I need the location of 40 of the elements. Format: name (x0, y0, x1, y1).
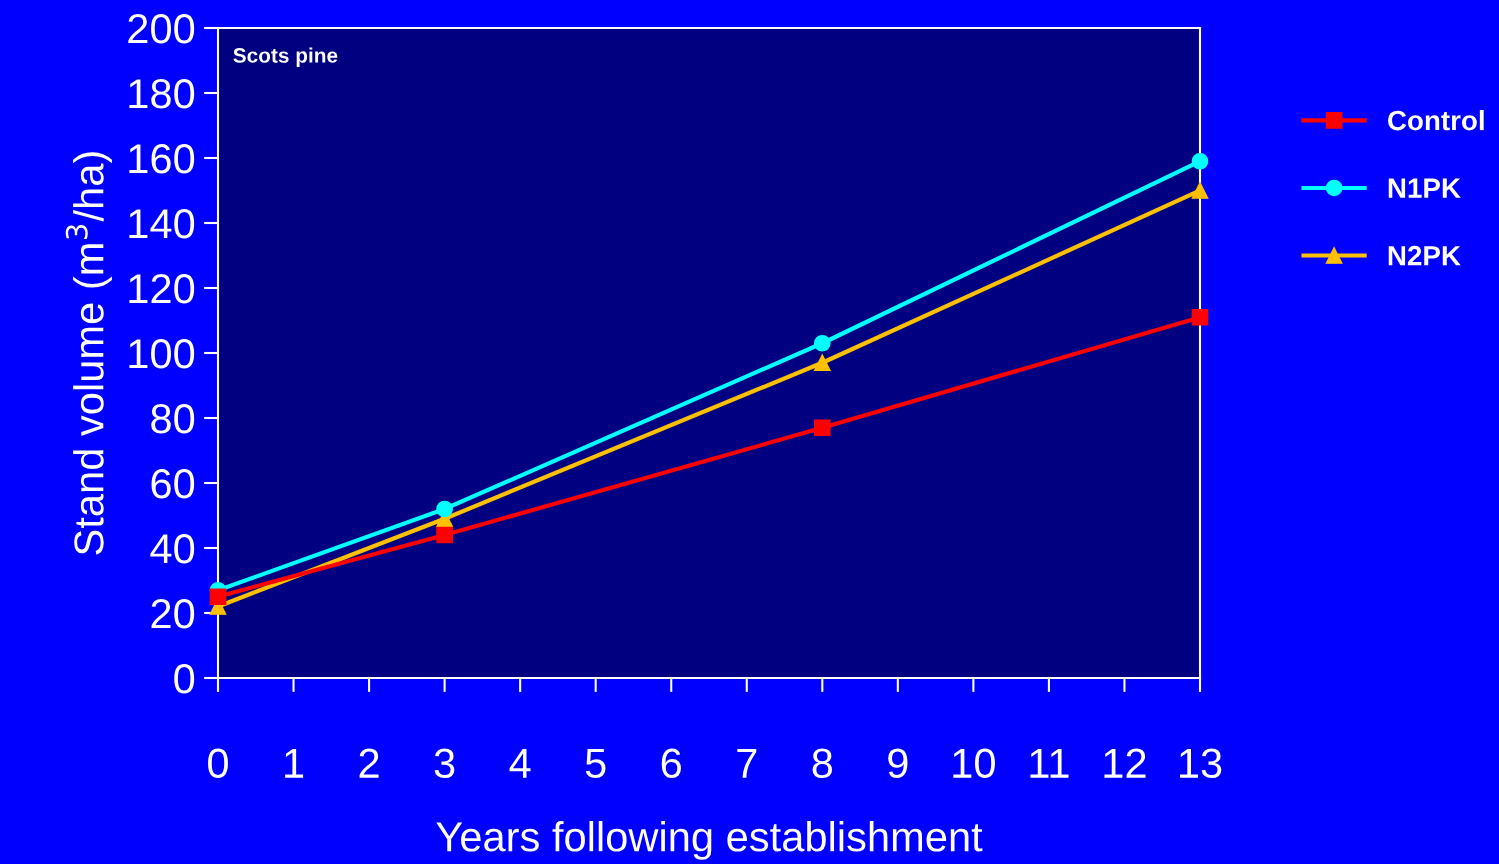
y-tick-label: 160 (129, 144, 195, 174)
y-tick-label: 200 (128, 14, 195, 44)
y-tick-label: 80 (151, 404, 195, 434)
point (436, 500, 453, 518)
point (209, 588, 227, 606)
annotation: Scots pine (233, 47, 338, 67)
x-axis-title: Years following establishment (436, 821, 983, 860)
y-tick-label: 60 (151, 469, 195, 499)
y-tick-label: 100 (129, 339, 195, 369)
y-tick-label: 0 (174, 664, 195, 694)
y-tick-label: 20 (151, 599, 195, 629)
point (1191, 152, 1209, 170)
point (813, 419, 831, 437)
x-tick-label: 8 (812, 748, 833, 779)
y-tick-label: 40 (150, 534, 195, 564)
x-tick-label: 13 (1180, 748, 1222, 779)
x-tick-label: 1 (285, 748, 304, 778)
point (436, 526, 453, 544)
x-tick-label: 12 (1104, 748, 1146, 778)
legend-label: N1PK (1388, 178, 1461, 198)
x-tick-label: 5 (585, 748, 606, 779)
x-tick-label: 7 (737, 748, 757, 778)
x-tick-label: 9 (888, 748, 908, 779)
point (1191, 182, 1209, 199)
x-tick-label: 11 (1030, 748, 1069, 778)
point (813, 354, 831, 372)
legend-label: Control (1388, 109, 1484, 131)
x-tick-label: 0 (208, 748, 228, 779)
x-tick-label: 2 (359, 748, 379, 778)
x-tick-label: 10 (953, 748, 995, 779)
y-tick-label: 180 (129, 79, 195, 109)
legend-label: N2PK (1388, 245, 1461, 266)
point (1191, 308, 1209, 326)
y-tick-label: 140 (129, 209, 195, 239)
x-tick-label: 3 (434, 748, 455, 779)
point (813, 334, 831, 352)
y-axis-title: Stand volume (m$^{3}$/ha) (65, 152, 112, 555)
x-tick-label: 6 (661, 748, 681, 779)
y-tick-label: 120 (129, 274, 195, 304)
x-tick-label: 4 (509, 748, 531, 778)
